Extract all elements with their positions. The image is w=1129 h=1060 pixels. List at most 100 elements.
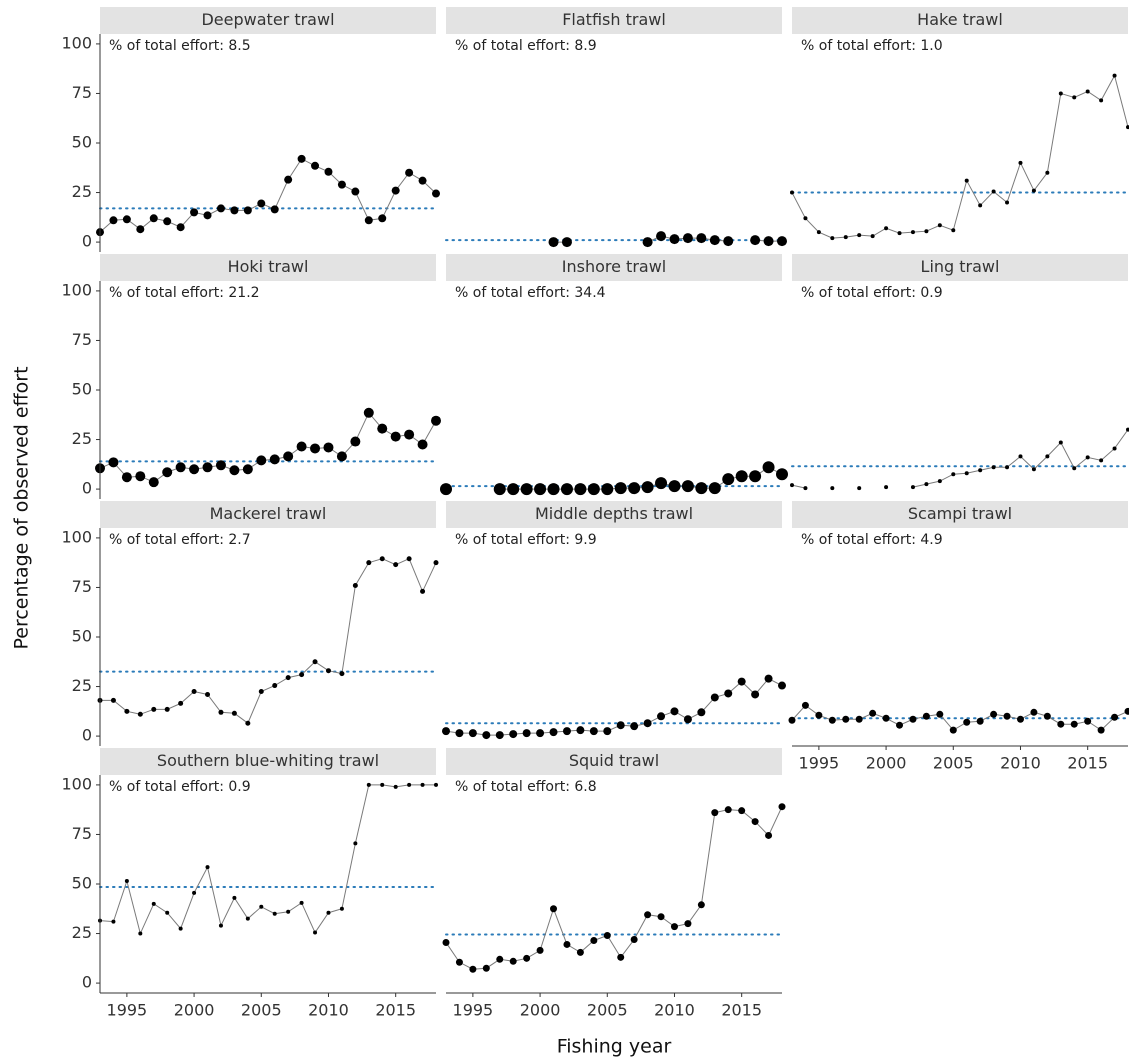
point	[455, 958, 463, 966]
point	[178, 700, 184, 706]
point	[351, 187, 360, 196]
point	[897, 231, 902, 236]
point	[337, 180, 346, 189]
x-tick-label: 2000	[174, 1001, 215, 1020]
point	[1099, 458, 1104, 463]
point	[884, 226, 889, 231]
y-tick-label: 75	[72, 330, 92, 349]
point	[655, 477, 668, 490]
point	[440, 483, 452, 496]
point	[937, 479, 942, 484]
point	[590, 936, 598, 944]
series-line	[791, 74, 1129, 239]
point	[124, 708, 130, 714]
point	[493, 483, 506, 496]
point	[148, 477, 159, 488]
strip	[446, 7, 782, 34]
point	[778, 681, 786, 690]
y-tick-label: 0	[82, 726, 92, 745]
point	[1043, 712, 1051, 720]
point	[682, 233, 693, 244]
point	[363, 407, 374, 418]
point	[1058, 440, 1063, 445]
point	[670, 707, 679, 716]
x-tick-label: 2005	[241, 1001, 282, 1020]
point	[326, 910, 331, 915]
point	[310, 443, 321, 454]
y-tick-label: 50	[72, 133, 92, 152]
x-tick-label: 2010	[308, 1001, 349, 1020]
x-tick-label: 2010	[1000, 754, 1041, 773]
point	[937, 223, 942, 228]
x-tick-label: 2005	[587, 1001, 628, 1020]
point	[1070, 720, 1078, 728]
point	[616, 721, 625, 730]
series-line	[99, 784, 436, 936]
x-axis-title: Fishing year	[557, 1036, 672, 1058]
point	[909, 715, 917, 723]
point	[964, 471, 969, 476]
point	[434, 782, 438, 787]
panel-note: % of total effort: 9.9	[455, 532, 597, 548]
point	[380, 782, 385, 787]
point	[339, 906, 344, 911]
point	[630, 935, 638, 943]
point	[763, 236, 774, 247]
strip	[100, 254, 436, 281]
point	[256, 455, 267, 466]
panel: Ling trawl % of total effort: 0.9	[790, 254, 1129, 491]
y-tick-label: 0	[82, 973, 92, 992]
point	[417, 439, 428, 450]
point	[1112, 73, 1117, 78]
point	[669, 234, 680, 245]
point	[151, 706, 157, 712]
point	[630, 722, 639, 731]
point	[218, 709, 224, 715]
x-tick-label: 2010	[654, 1001, 695, 1020]
point	[548, 237, 559, 248]
series-line	[100, 558, 437, 724]
x-tick-label: 2015	[1067, 754, 1108, 773]
point	[1124, 707, 1129, 715]
point	[283, 451, 294, 462]
point	[232, 895, 237, 900]
point	[469, 965, 477, 973]
point	[352, 582, 358, 588]
y-tick-label: 100	[61, 527, 92, 546]
point	[1097, 726, 1105, 734]
point	[1099, 98, 1104, 103]
point	[574, 483, 587, 496]
point	[991, 189, 996, 194]
point	[284, 175, 293, 184]
panel-note: % of total effort: 0.9	[109, 779, 251, 795]
point	[949, 726, 957, 734]
panel: Mackerel trawl % of total effort: 2.7 0 25 5…	[61, 501, 439, 746]
point	[137, 711, 143, 717]
strip-label: Ling trawl	[921, 257, 1000, 276]
point	[393, 784, 398, 789]
strip	[792, 501, 1128, 528]
y-tick-label: 50	[72, 380, 92, 399]
panel: Squid trawl % of total effort: 6.8 1995 200…	[442, 748, 786, 1020]
point	[1031, 188, 1036, 193]
point	[175, 462, 186, 473]
point	[724, 689, 733, 698]
point	[976, 717, 984, 725]
point	[270, 205, 279, 214]
y-tick-label: 50	[72, 874, 92, 893]
point	[762, 461, 775, 474]
point	[286, 909, 291, 914]
point	[216, 204, 225, 213]
point	[272, 683, 278, 689]
point	[749, 470, 762, 483]
point	[442, 938, 450, 946]
point	[550, 905, 558, 913]
point	[285, 675, 291, 681]
point	[313, 930, 318, 935]
point	[1085, 455, 1090, 460]
y-tick-label: 75	[72, 824, 92, 843]
point	[325, 668, 331, 674]
point	[1112, 446, 1117, 451]
point	[507, 483, 520, 496]
